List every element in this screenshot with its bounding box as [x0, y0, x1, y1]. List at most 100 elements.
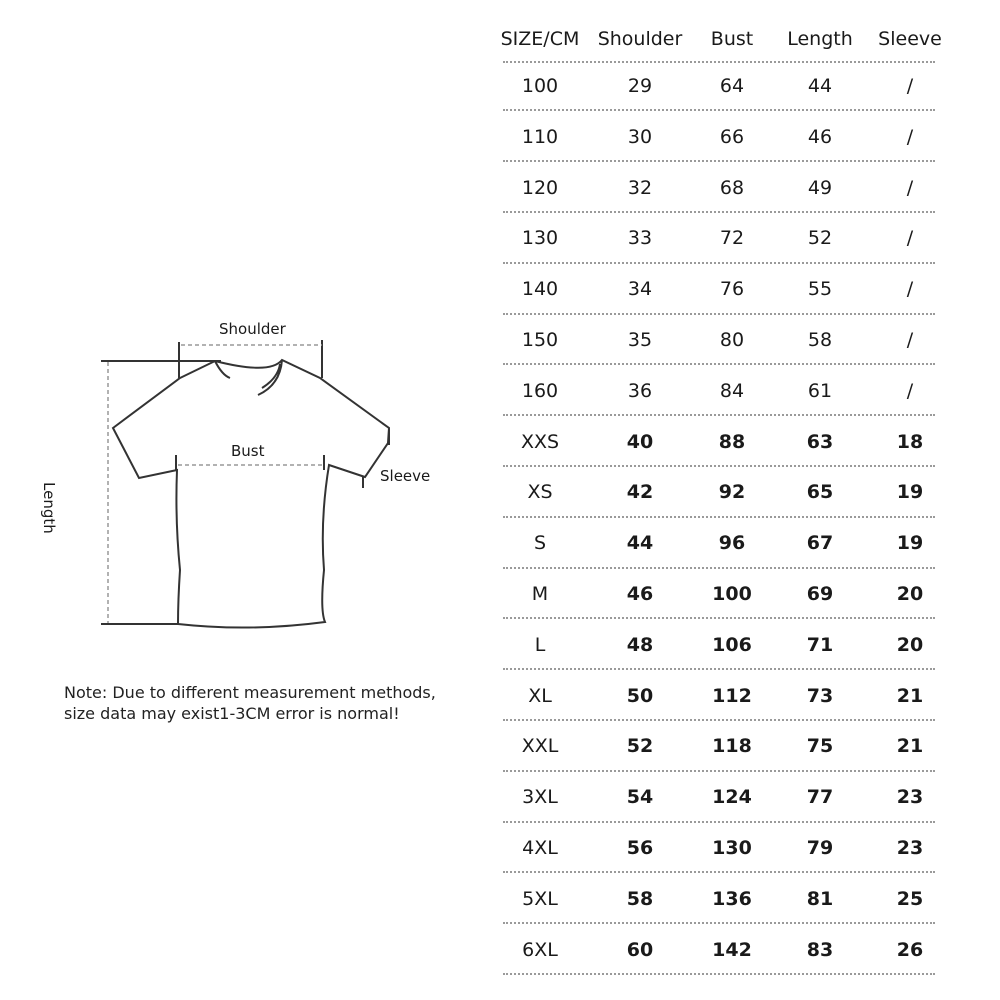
measurement-cell: 19 — [896, 481, 924, 504]
size-cell: 4XL — [522, 837, 558, 859]
measurement-cell: 19 — [896, 532, 924, 555]
measurement-cell: 36 — [627, 379, 653, 402]
measurement-cell: 52 — [626, 735, 654, 758]
row-divider — [503, 465, 935, 467]
measurement-cell: 60 — [626, 938, 654, 961]
measurement-cell: 68 — [719, 176, 745, 199]
row-divider — [503, 719, 935, 721]
measurement-cell: 67 — [806, 532, 834, 555]
column-header: Length — [787, 28, 853, 50]
size-cell: 3XL — [522, 786, 558, 809]
row-divider — [503, 769, 935, 772]
measurement-cell: 72 — [719, 227, 745, 250]
size-cell: XS — [527, 481, 553, 504]
measurement-cell: 81 — [806, 887, 834, 910]
measurement-cell: 35 — [627, 329, 653, 351]
size-cell: 130 — [521, 227, 559, 250]
measurement-cell: 21 — [896, 735, 924, 758]
measurement-cell: 54 — [626, 786, 654, 809]
column-header: Shoulder — [597, 28, 683, 50]
row-divider — [503, 973, 935, 975]
size-cell: 5XL — [522, 887, 558, 910]
measurement-cell: 58 — [807, 329, 833, 351]
measurement-cell: 21 — [896, 684, 924, 707]
measurement-cell: 46 — [626, 583, 654, 605]
row-divider — [503, 261, 935, 264]
measurement-cell: 23 — [896, 786, 924, 809]
measurement-cell: 71 — [806, 633, 834, 656]
measurement-cell: 40 — [626, 430, 654, 453]
measurement-cell: 118 — [712, 735, 752, 758]
measurement-cell: 25 — [896, 887, 924, 910]
measurement-cell: 48 — [626, 633, 654, 656]
size-cell: 100 — [521, 75, 559, 97]
measurement-cell: 84 — [719, 379, 745, 402]
row-divider — [503, 312, 935, 315]
measurement-cell: 49 — [807, 176, 833, 199]
measurement-cell: 66 — [719, 125, 745, 148]
measurement-cell: 130 — [712, 837, 752, 859]
row-divider — [503, 515, 935, 518]
row-divider — [503, 211, 935, 213]
measurement-cell: 58 — [626, 887, 654, 910]
measurement-cell: 106 — [712, 633, 752, 656]
note-line-2: size data may exist1-3CM error is normal… — [64, 704, 400, 723]
row-divider — [503, 61, 935, 63]
column-header: Sleeve — [878, 28, 942, 50]
measurement-cell: 56 — [626, 837, 654, 859]
measurement-cell: / — [906, 227, 914, 250]
shoulder-label: Shoulder — [219, 320, 286, 338]
measurement-cell: 64 — [719, 75, 745, 97]
length-label: Length — [40, 482, 58, 534]
row-divider — [503, 871, 935, 874]
row-divider — [503, 109, 935, 112]
row-divider — [503, 363, 935, 366]
measurement-cell: / — [906, 278, 914, 301]
measurement-cell: 23 — [896, 837, 924, 859]
measurement-note: Note: Due to different measurement metho… — [64, 682, 436, 724]
size-cell: 140 — [521, 278, 559, 301]
size-cell: 6XL — [522, 938, 558, 961]
measurement-cell: 100 — [712, 583, 752, 605]
row-divider — [503, 820, 935, 823]
size-cell: L — [534, 633, 546, 656]
measurement-cell: 79 — [806, 837, 834, 859]
measurement-cell: 20 — [896, 583, 924, 605]
measurement-cell: 124 — [712, 786, 752, 809]
measurement-cell: 112 — [712, 684, 752, 707]
size-cell: 120 — [521, 176, 559, 199]
measurement-cell: 20 — [896, 633, 924, 656]
size-cell: XL — [528, 684, 552, 707]
measurement-cell: 63 — [806, 430, 834, 453]
measurement-cell: 76 — [719, 278, 745, 301]
measurement-cell: 30 — [627, 125, 653, 148]
bust-label: Bust — [231, 442, 265, 460]
row-divider — [503, 922, 935, 925]
measurement-cell: 55 — [807, 278, 833, 301]
column-header: SIZE/CM — [500, 28, 580, 50]
row-divider — [503, 668, 935, 671]
measurement-cell: 142 — [712, 938, 752, 961]
measurement-cell: 50 — [626, 684, 654, 707]
measurement-cell: 26 — [896, 938, 924, 961]
measurement-cell: 61 — [807, 379, 833, 402]
measurement-cell: 136 — [712, 887, 752, 910]
column-header: Bust — [710, 28, 754, 50]
row-divider — [503, 160, 935, 163]
note-line-1: Note: Due to different measurement metho… — [64, 683, 436, 702]
size-cell: 110 — [521, 125, 559, 148]
measurement-cell: 73 — [806, 684, 834, 707]
size-cell: 150 — [521, 329, 559, 351]
measurement-cell: 65 — [806, 481, 834, 504]
measurement-cell: / — [906, 379, 914, 402]
measurement-cell: 52 — [807, 227, 833, 250]
sleeve-label: Sleeve — [380, 467, 431, 485]
row-divider — [503, 617, 935, 620]
measurement-cell: 18 — [896, 430, 924, 453]
measurement-cell: 83 — [806, 938, 834, 961]
size-cell: M — [531, 583, 549, 605]
measurement-cell: 29 — [627, 75, 653, 97]
row-divider — [503, 414, 935, 417]
measurement-cell: 32 — [627, 176, 653, 199]
